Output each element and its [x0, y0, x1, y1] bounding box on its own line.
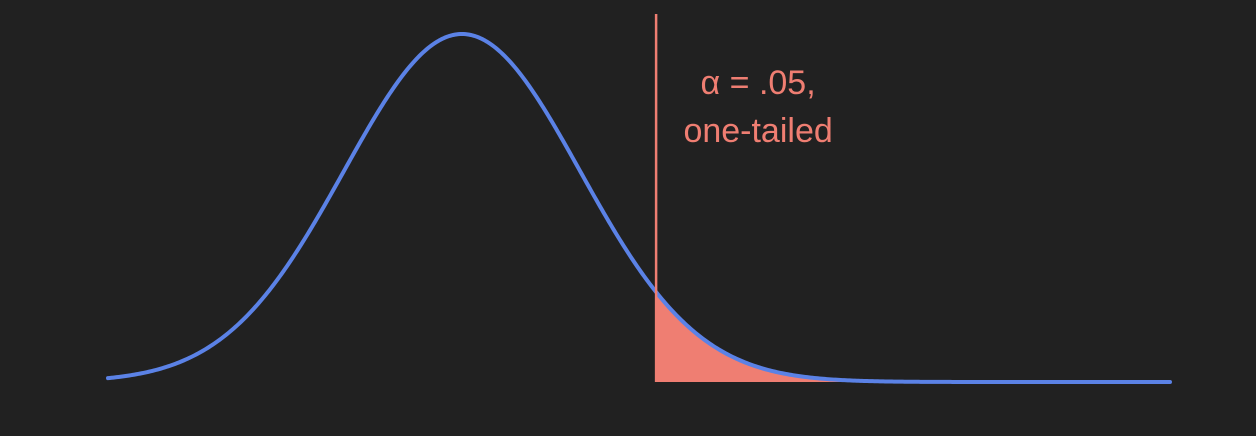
tail-annotation: one-tailed [683, 112, 832, 150]
alpha-annotation: α = .05, [701, 64, 816, 102]
distribution-curve [106, 32, 1172, 384]
rejection-region-area [656, 292, 1170, 382]
